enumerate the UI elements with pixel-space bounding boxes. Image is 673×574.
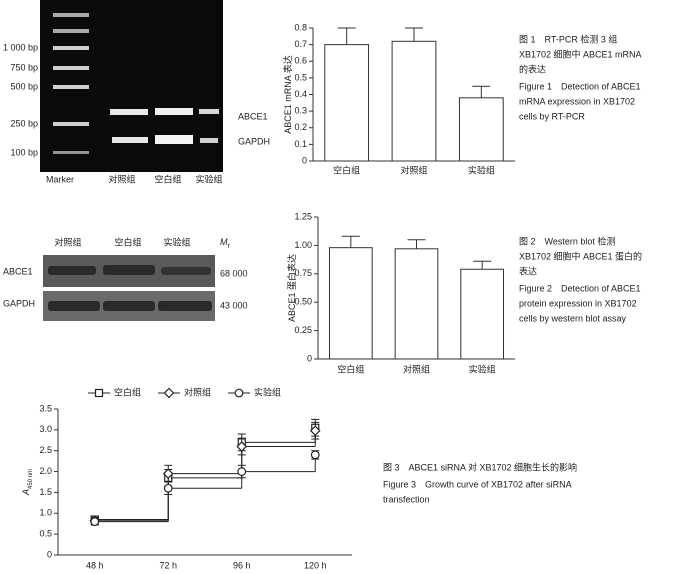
size-label: 250 bp xyxy=(10,118,38,128)
mr-label: Mr xyxy=(220,237,231,249)
marker xyxy=(163,387,175,399)
x-tick-label: 对照组 xyxy=(400,164,427,175)
caption-zh: 图 2 Western blot 检测 xyxy=(519,235,615,246)
caption-zh: XB1702 细胞中 ABCE1 mRNA xyxy=(519,48,642,59)
x-tick-label: 对照组 xyxy=(403,363,430,374)
bar xyxy=(391,40,437,162)
x-tick-label: 120 h xyxy=(304,560,327,570)
row-label: ABCE1 xyxy=(3,266,33,276)
caption-en: Figure 1 Detection of ABCE1 xyxy=(519,81,641,91)
y-tick-label: 0.75 xyxy=(294,268,312,278)
marker xyxy=(90,517,100,527)
marker xyxy=(236,441,248,452)
y-tick-label: 0.6 xyxy=(294,56,307,66)
x-tick-label: 48 h xyxy=(86,560,104,570)
gel-bands xyxy=(53,13,219,154)
y-tick-label: 0.4 xyxy=(294,89,307,99)
caption-en: protein expression in XB1702 xyxy=(519,298,637,308)
lane-label: 空白组 xyxy=(154,173,181,184)
y-axis-label: A450 nm xyxy=(21,469,33,496)
marker xyxy=(237,467,247,476)
marker xyxy=(162,468,174,480)
y-tick-label: 1.00 xyxy=(294,240,312,250)
y-tick-label: 0.7 xyxy=(294,39,307,49)
legend-label: 空白组 xyxy=(114,386,141,397)
size-label: 1 000 bp xyxy=(3,42,38,52)
y-axis-label: ABCE1 蛋白表达 xyxy=(286,254,297,322)
y-tick-label: 0.25 xyxy=(294,325,312,335)
y-tick-label: 1.25 xyxy=(294,211,312,221)
x-tick-label: 96 h xyxy=(233,560,251,570)
caption-en: cells by western blot assay xyxy=(519,313,627,323)
y-axis-label: ABCE1 mRNA 表达 xyxy=(282,55,293,134)
y-tick-label: 1.0 xyxy=(39,508,52,518)
y-tick-label: 0.5 xyxy=(39,529,52,539)
x-tick-label: 空白组 xyxy=(333,164,360,175)
y-tick-label: 0 xyxy=(307,353,312,363)
x-tick-label: 72 h xyxy=(159,560,177,570)
row-label: GAPDH xyxy=(3,298,35,308)
blot-bands xyxy=(48,265,212,311)
y-tick-label: 0.8 xyxy=(294,22,307,32)
caption-en: cells by RT-PCR xyxy=(519,111,585,121)
size-label: 750 bp xyxy=(10,62,38,72)
y-label-main: ABCE1 mRNA 表达 xyxy=(282,55,293,134)
legend-label: 实验组 xyxy=(254,386,281,397)
marker xyxy=(94,388,104,398)
caption-zh: 图 1 RT-PCR 检测 3 组 xyxy=(519,33,617,44)
marker xyxy=(309,425,321,437)
lane-label: 对照组 xyxy=(108,173,135,184)
band-label: GAPDH xyxy=(238,136,270,146)
caption-zh: XB1702 细胞中 ABCE1 蛋白的 xyxy=(519,250,642,261)
y-tick-label: 0.5 xyxy=(294,72,307,82)
y-tick-label: 0 xyxy=(47,549,52,559)
y-tick-label: 0.3 xyxy=(294,106,307,116)
weight-label: 43 000 xyxy=(220,300,248,310)
marker xyxy=(234,388,244,398)
y-tick-label: 1.5 xyxy=(39,487,52,497)
bar xyxy=(328,247,373,360)
lane-label: 对照组 xyxy=(54,236,81,247)
lane-label: Marker xyxy=(46,174,74,184)
marker xyxy=(163,483,173,493)
caption-zh: 的表达 xyxy=(519,63,546,74)
bar xyxy=(324,44,370,162)
caption-zh: 图 3 ABCE1 siRNA 对 XB1702 细胞生长的影响 xyxy=(383,461,577,472)
caption-en: Figure 2 Detection of ABCE1 xyxy=(519,283,641,293)
lane-label: 实验组 xyxy=(163,236,190,247)
size-label: 500 bp xyxy=(10,81,38,91)
y-tick-label: 0.50 xyxy=(294,297,312,307)
bar xyxy=(460,268,505,360)
y-label-main: ABCE1 蛋白表达 xyxy=(286,254,297,322)
size-label: 100 bp xyxy=(10,147,38,157)
marker xyxy=(310,450,320,460)
lane-label: 空白组 xyxy=(114,236,141,247)
caption-en: transfection xyxy=(383,494,430,504)
y-tick-label: 0 xyxy=(302,155,307,165)
y-label-sub: 450 nm xyxy=(28,469,34,489)
weight-label: 68 000 xyxy=(220,268,248,278)
y-tick-label: 3.0 xyxy=(39,424,52,434)
x-tick-label: 实验组 xyxy=(468,164,495,175)
legend-label: 对照组 xyxy=(184,386,211,397)
y-label-main: A xyxy=(21,489,31,496)
y-tick-label: 0.1 xyxy=(294,139,307,149)
band-label: ABCE1 xyxy=(238,111,268,121)
x-tick-label: 空白组 xyxy=(337,363,364,374)
mr-sub: r xyxy=(228,243,231,250)
y-tick-label: 3.5 xyxy=(39,403,52,413)
mr-main: M xyxy=(220,237,228,247)
caption-en: Figure 3 Growth curve of XB1702 after si… xyxy=(383,479,572,489)
caption-zh: 表达 xyxy=(519,265,537,276)
bar xyxy=(458,97,504,162)
lane-label: 实验组 xyxy=(195,173,222,184)
bar xyxy=(394,248,439,360)
caption-en: mRNA expression in XB1702 xyxy=(519,96,635,106)
y-tick-label: 2.5 xyxy=(39,445,52,455)
x-tick-label: 实验组 xyxy=(469,363,496,374)
y-tick-label: 0.2 xyxy=(294,122,307,132)
y-tick-label: 2.0 xyxy=(39,466,52,476)
